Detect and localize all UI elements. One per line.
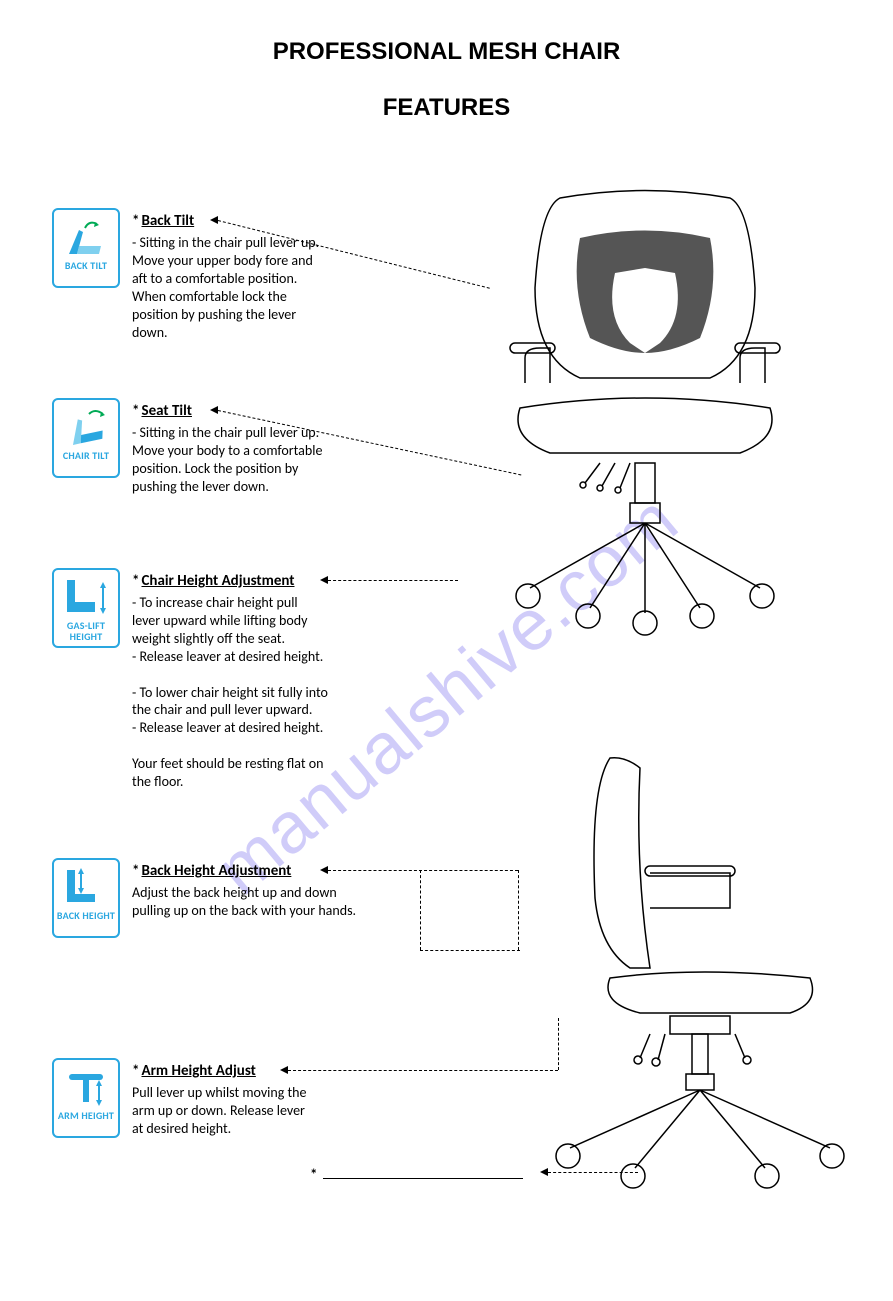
- arm-height-icon: ARM HEIGHT: [52, 1058, 120, 1138]
- feature-body: - Sitting in the chair pull lever up. Mo…: [132, 234, 319, 341]
- leader-line: [548, 1172, 638, 1173]
- icon-label: CHAIR TILT: [63, 451, 109, 462]
- feature-body: - Sitting in the chair pull lever up. Mo…: [132, 424, 322, 496]
- leader-line: [420, 870, 421, 950]
- leader-line: [288, 1070, 558, 1071]
- leader-line: [518, 870, 519, 950]
- back-height-icon: BACK HEIGHT: [52, 858, 120, 938]
- chair-illustration-side: [500, 738, 870, 1198]
- back-tilt-icon: BACK TILT: [52, 208, 120, 288]
- feature-back-height: BACK HEIGHT Back Height Adjustment Adjus…: [52, 858, 356, 938]
- leader-line: [420, 950, 520, 951]
- feature-body: Adjust the back height up and down pulli…: [132, 884, 356, 920]
- page-subtitle: FEATURES: [0, 94, 893, 122]
- leader-arrow: [320, 576, 328, 584]
- icon-label: ARM HEIGHT: [58, 1111, 114, 1122]
- blank-feature-line: *: [310, 1166, 523, 1184]
- leader-line: [558, 1018, 559, 1070]
- icon-label: GAS-LIFT HEIGHT: [54, 621, 118, 642]
- page-title: PROFESSIONAL MESH CHAIR: [0, 38, 893, 66]
- leader-arrow: [540, 1168, 548, 1176]
- leader-line: [328, 870, 518, 871]
- feature-body: Pull lever up whilst moving the arm up o…: [132, 1084, 307, 1138]
- icon-label: BACK HEIGHT: [57, 911, 115, 922]
- icon-label: BACK TILT: [65, 261, 107, 272]
- leader-arrow: [280, 1066, 288, 1074]
- feature-back-tilt: BACK TILT Back Tilt - Sitting in the cha…: [52, 208, 319, 341]
- gas-lift-height-icon: GAS-LIFT HEIGHT: [52, 568, 120, 648]
- feature-arm-height: ARM HEIGHT Arm Height Adjust Pull lever …: [52, 1058, 307, 1138]
- blank-prefix: *: [310, 1166, 317, 1184]
- chair-illustration-front: [440, 178, 850, 648]
- feature-seat-tilt: CHAIR TILT Seat Tilt - Sitting in the ch…: [52, 398, 322, 496]
- leader-line: [328, 580, 458, 581]
- chair-tilt-icon: CHAIR TILT: [52, 398, 120, 478]
- blank-underline: [323, 1178, 523, 1179]
- leader-arrow: [210, 216, 218, 224]
- leader-arrow: [320, 866, 328, 874]
- leader-arrow: [210, 406, 218, 414]
- feature-title: Chair Height Adjustment: [132, 572, 328, 590]
- feature-chair-height: GAS-LIFT HEIGHT Chair Height Adjustment …: [52, 568, 328, 791]
- feature-body: - To increase chair height pull lever up…: [132, 594, 328, 791]
